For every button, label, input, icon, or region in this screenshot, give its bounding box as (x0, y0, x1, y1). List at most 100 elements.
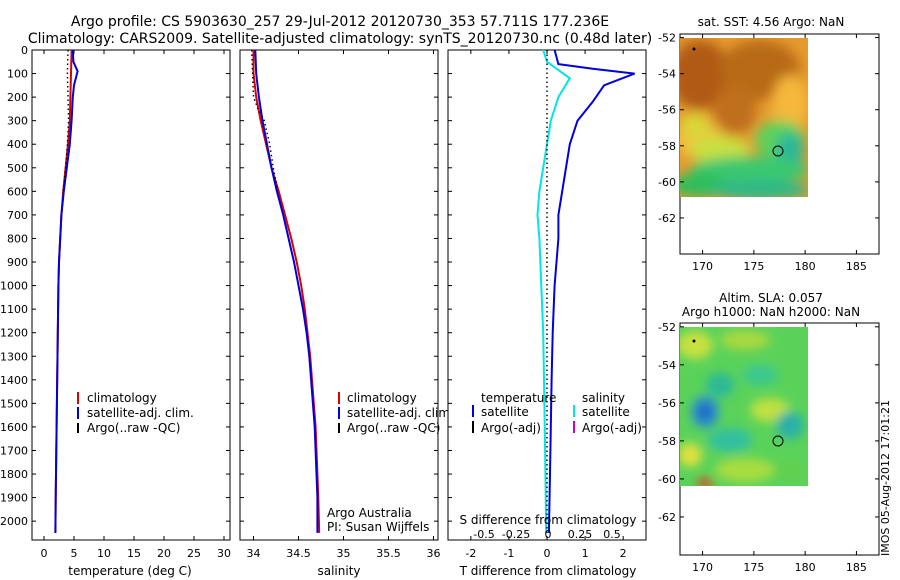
map-x-tick-label: 170 (692, 260, 713, 273)
series-line-satellite-adj-clim- (54, 49, 79, 533)
x-tick-label: -2 (465, 547, 476, 560)
sst-map-panel: sat. SST: 4.56 Argo: NaN 170 175 180 18 (658, 15, 880, 273)
x-tick-label: 34.5 (286, 547, 311, 560)
legend-label-salinity-satellite: satellite (582, 405, 630, 419)
series-line-satellite-adj-clim- (254, 49, 319, 533)
pi-annotation: PI: Susan Wijffels (327, 520, 429, 534)
x-tick-label: 25 (187, 547, 201, 560)
salinity-axis-ticks: 34 34.5 35 35.5 36 (247, 50, 441, 560)
map-y-tick-label: -54 (658, 359, 676, 372)
depth-tick-label: 900 (7, 256, 28, 269)
map-y-tick-label: -62 (658, 212, 676, 225)
legend-heading-salinity: salinity (582, 391, 625, 405)
sst-heatmap (680, 38, 808, 197)
difference-lines (536, 49, 635, 533)
temperature-axis-label: temperature (deg C) (68, 564, 191, 578)
depth-axis-ticks: 0 100 200 300 400 500 600 700 800 900 1000 1100 1200… (0, 44, 230, 528)
x-tick-label: 20 (157, 547, 171, 560)
map-x-tick-label: 170 (692, 561, 713, 574)
depth-tick-label: 1200 (0, 327, 28, 340)
map-y-tick-label: -56 (658, 397, 676, 410)
x-tick-label: -1 (503, 547, 514, 560)
temperature-axis-ticks: 0 5 10 15 20 25 30 (41, 50, 231, 560)
depth-tick-label: 1700 (0, 444, 28, 457)
depth-tick-label: 1100 (0, 303, 28, 316)
s-difference-tick-label: 0 (545, 528, 552, 541)
sla-map-panel: Altim. SLA: 0.057 Argo h1000: NaN h2000:… (658, 291, 880, 574)
legend-label-argo: Argo(..raw -QC) (87, 421, 180, 435)
map-y-tick-label: -54 (658, 68, 676, 81)
difference-depth-ticks (448, 49, 646, 522)
x-tick-label: 35 (337, 547, 351, 560)
map-y-tick-label: -58 (658, 140, 676, 153)
sla-map-title-line1: Altim. SLA: 0.057 (719, 291, 823, 305)
sst-map-title: sat. SST: 4.56 Argo: NaN (698, 15, 845, 29)
sla-profile-marker (772, 435, 784, 447)
x-tick-label: 0 (41, 547, 48, 560)
depth-tick-label: 0 (21, 44, 28, 57)
legend-label-argo: Argo(..raw -QC) (347, 421, 440, 435)
series-line-argo-raw-qc- (251, 49, 279, 192)
temperature-legend: climatology satellite-adj. clim. Argo(..… (77, 391, 194, 435)
legend-label-temperature-satellite: satellite (481, 405, 529, 419)
s-difference-label: S difference from climatology (460, 513, 637, 527)
depth-tick-label: 600 (7, 185, 28, 198)
sla-map-title-line2: Argo h1000: NaN h2000: NaN (682, 305, 860, 319)
s-difference-tick-label: 0.5 (603, 528, 621, 541)
x-tick-label: 36 (427, 547, 441, 560)
depth-tick-label: 800 (7, 232, 28, 245)
map-x-tick-label: 185 (846, 561, 867, 574)
s-difference-tick-label: -0.5 (473, 528, 494, 541)
depth-tick-label: 200 (7, 91, 28, 104)
map-y-tick-label: -52 (658, 321, 676, 334)
legend-label-satellite: satellite-adj. clim. (87, 406, 194, 420)
x-tick-label: 15 (127, 547, 141, 560)
map-x-tick-label: 175 (743, 260, 764, 273)
s-difference-tick-label: -0.25 (502, 528, 530, 541)
x-tick-label: 0 (544, 547, 551, 560)
x-tick-label: 10 (97, 547, 111, 560)
salinity-panel: 34 34.5 35 35.5 36 salinity climatology sate… (239, 49, 454, 578)
temperature-lines (54, 49, 79, 533)
sst-start-dot (692, 47, 696, 51)
salinity-axis-label: salinity (317, 564, 360, 578)
map-y-tick-label: -58 (658, 435, 676, 448)
x-tick-label: 1 (582, 547, 589, 560)
legend-heading-temperature: temperature (481, 391, 556, 405)
map-x-tick-label: 180 (795, 260, 816, 273)
map-y-tick-label: -62 (658, 511, 676, 524)
legend-label-satellite: satellite-adj. clim. (347, 406, 454, 420)
depth-tick-label: 300 (7, 115, 28, 128)
institution-annotation: Argo Australia (327, 506, 412, 520)
depth-tick-label: 700 (7, 209, 28, 222)
depth-tick-label: 400 (7, 138, 28, 151)
x-tick-label: 34 (247, 547, 261, 560)
sla-start-dot (692, 339, 696, 343)
difference-legend: temperature satellite Argo(-adj) salinit… (472, 391, 642, 435)
x-tick-label: 5 (71, 547, 78, 560)
salinity-axes-frame (239, 49, 439, 541)
legend-label-salinity-argo: Argo(-adj) (582, 421, 642, 435)
title-line1: Argo profile: CS 5903630_257 29-Jul-2012… (71, 14, 609, 30)
salinity-lines (251, 49, 321, 533)
temperature-axes-frame (31, 49, 231, 541)
salinity-depth-ticks (240, 49, 438, 522)
t-difference-label: T difference from climatology (459, 564, 637, 578)
depth-tick-label: 1500 (0, 397, 28, 410)
sst-map-ticks: 170 175 180 185 -52 -54 -56 -58 -60 -62 (658, 32, 879, 273)
sla-map-ticks: 170 175 180 185 -52 -54 -56 -58 -60 -62 (658, 321, 879, 574)
footer-stamp: IMOS 05-Aug-2012 17:01:21 (879, 400, 892, 556)
series-line-temperature-satellite (547, 49, 635, 533)
s-difference-tick-labels: -0.5 -0.25 0 0.25 0.5 (473, 528, 620, 541)
s-difference-tick-label: 0.25 (568, 528, 593, 541)
depth-tick-label: 1800 (0, 468, 28, 481)
map-x-tick-label: 180 (795, 561, 816, 574)
depth-tick-label: 1300 (0, 350, 28, 363)
x-tick-label: 35.5 (376, 547, 401, 560)
salinity-legend: climatology satellite-adj. clim. Argo(..… (338, 391, 454, 435)
legend-label-climatology: climatology (87, 391, 157, 405)
map-y-tick-label: -60 (658, 176, 676, 189)
map-y-tick-label: -56 (658, 104, 676, 117)
legend-label-temperature-argo: Argo(-adj) (481, 421, 541, 435)
